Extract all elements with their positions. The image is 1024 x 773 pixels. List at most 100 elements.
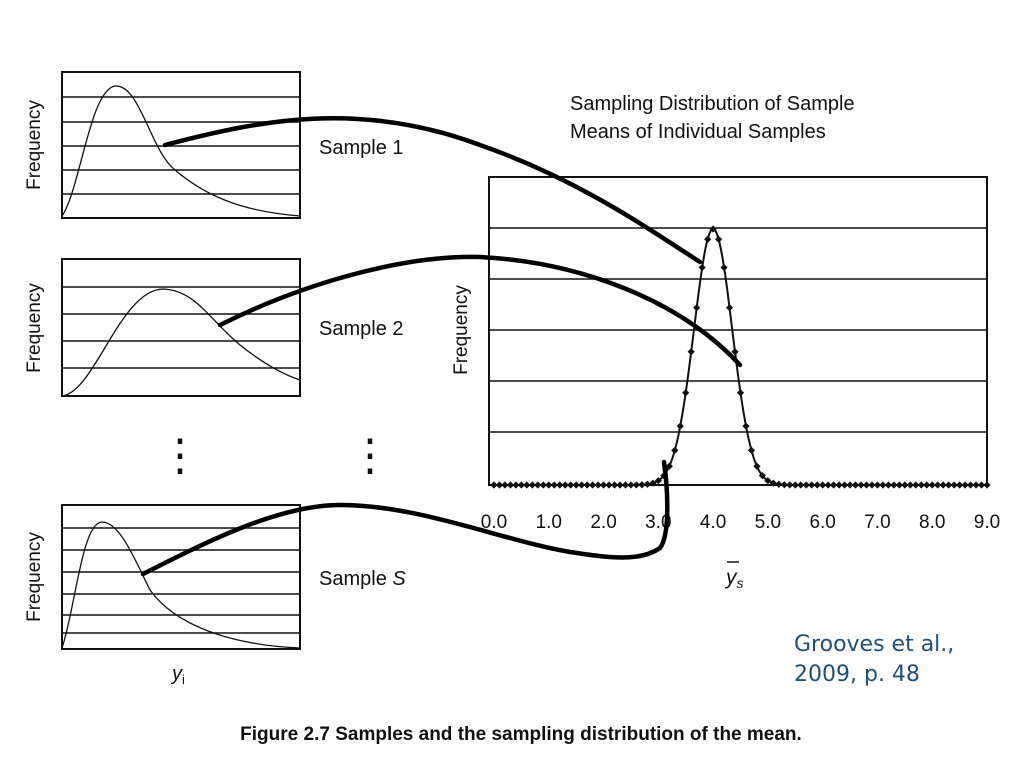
curve-marker [956,481,964,489]
curve-marker [599,481,608,489]
curve-marker [780,481,788,489]
curve-marker [912,481,920,489]
x-tick-label: 6.0 [809,512,835,533]
curve-marker [824,481,832,489]
curve-marker [523,481,531,489]
x-tick-label: 0.0 [481,512,507,533]
curve-markers [490,225,991,489]
main-frame [488,176,988,486]
curve-marker [654,477,662,485]
curve-marker [753,462,761,470]
curve-marker [714,235,723,243]
figure-caption: Figure 2.7 Samples and the sampling dist… [240,724,802,745]
sample-s-ylabel: Frequency [24,532,45,622]
curve-marker [561,481,569,489]
curve-marker [868,481,876,489]
sampling-distribution-chart: Sampling Distribution of Sample Means of… [451,93,1000,591]
main-ylabel: Frequency [451,285,472,375]
curve-marker [704,235,712,243]
curve-marker [747,446,756,454]
sample-2-curve [61,288,301,397]
curve-marker [917,481,925,489]
sample-2-ylabel: Frequency [24,283,45,373]
curve-marker [769,479,777,487]
curve-marker [934,481,942,489]
curve-marker [895,481,903,489]
curve-marker [764,477,772,485]
curve-marker [983,481,991,489]
curve-marker [813,481,821,489]
curve-marker [857,481,865,489]
curve-marker [835,481,843,489]
curve-marker [539,481,547,489]
curve-marker [890,481,898,489]
curve-marker [972,481,980,489]
curve-marker [758,472,767,480]
curve-marker [939,481,947,489]
citation-line-2: 2009, p. 48 [794,662,920,687]
curve-marker [928,481,936,489]
curve-marker [583,481,591,489]
curve-marker [490,481,498,489]
sample-2-panel: Frequency Sample 2 [24,258,404,397]
curve-marker [720,263,728,272]
x-tick-label: 2.0 [590,512,616,533]
curve-marker [901,481,909,489]
curve-marker [572,481,580,489]
connector-sample-s [140,459,670,577]
curve-marker [610,481,619,489]
curve-marker [725,304,734,312]
connector-sample-2 [217,254,743,368]
curve-marker [775,480,783,488]
x-tick-labels: 0.0 1.0 2.0 3.0 4.0 5.0 6.0 7.0 8.0 9.0 [481,512,1000,533]
sample-1-frame [61,71,301,219]
curve-marker [589,481,597,489]
ellipsis-right: ⋮ [348,431,392,480]
curve-marker [950,481,958,489]
x-tick-label: 7.0 [864,512,890,533]
curve-marker [671,446,679,454]
curve-marker [643,480,651,488]
main-title-line-1: Sampling Distribution of Sample [570,93,855,115]
curve-marker [578,481,586,489]
panel-xlabel: yi [170,663,185,687]
main-title-line-2: Means of Individual Samples [570,121,826,143]
x-tick-label: 4.0 [700,512,726,533]
sample-s-frame [61,504,301,650]
main-xlabel: ys [724,566,744,591]
curve-marker [797,481,805,489]
curve-marker [632,481,641,489]
curve-marker [709,225,717,233]
curve-marker [649,479,657,487]
sample-s-label: Sample S [319,568,406,590]
curve-marker [594,481,602,489]
curve-marker [638,481,646,489]
curve-marker [556,481,564,489]
curve-marker [567,481,575,489]
curve-marker [616,481,624,489]
sample-s-panel: Frequency Sample S [24,504,406,650]
curve-marker [512,481,520,489]
curve-marker [528,481,536,489]
curve-marker [506,481,515,489]
curve-marker [676,422,684,430]
curve-marker [736,389,745,397]
curve-marker [698,263,706,272]
curve-marker [819,481,827,489]
sample-2-frame [61,258,301,397]
curve-marker [884,481,892,489]
sample-1-panel: Frequency Sample 1 [24,71,404,219]
curve-marker [621,481,630,489]
curve-marker [605,481,613,489]
connector-sample-1 [162,115,703,265]
sample-1-label: Sample 1 [319,137,404,159]
curve-marker [682,389,690,397]
x-tick-label: 9.0 [974,512,1000,533]
citation-line-1: Grooves et al., [794,632,954,657]
curve-marker [742,422,750,430]
x-tick-label: 8.0 [919,512,945,533]
curve-marker [879,481,887,489]
curve-marker [808,481,816,489]
curve-marker [550,481,558,489]
